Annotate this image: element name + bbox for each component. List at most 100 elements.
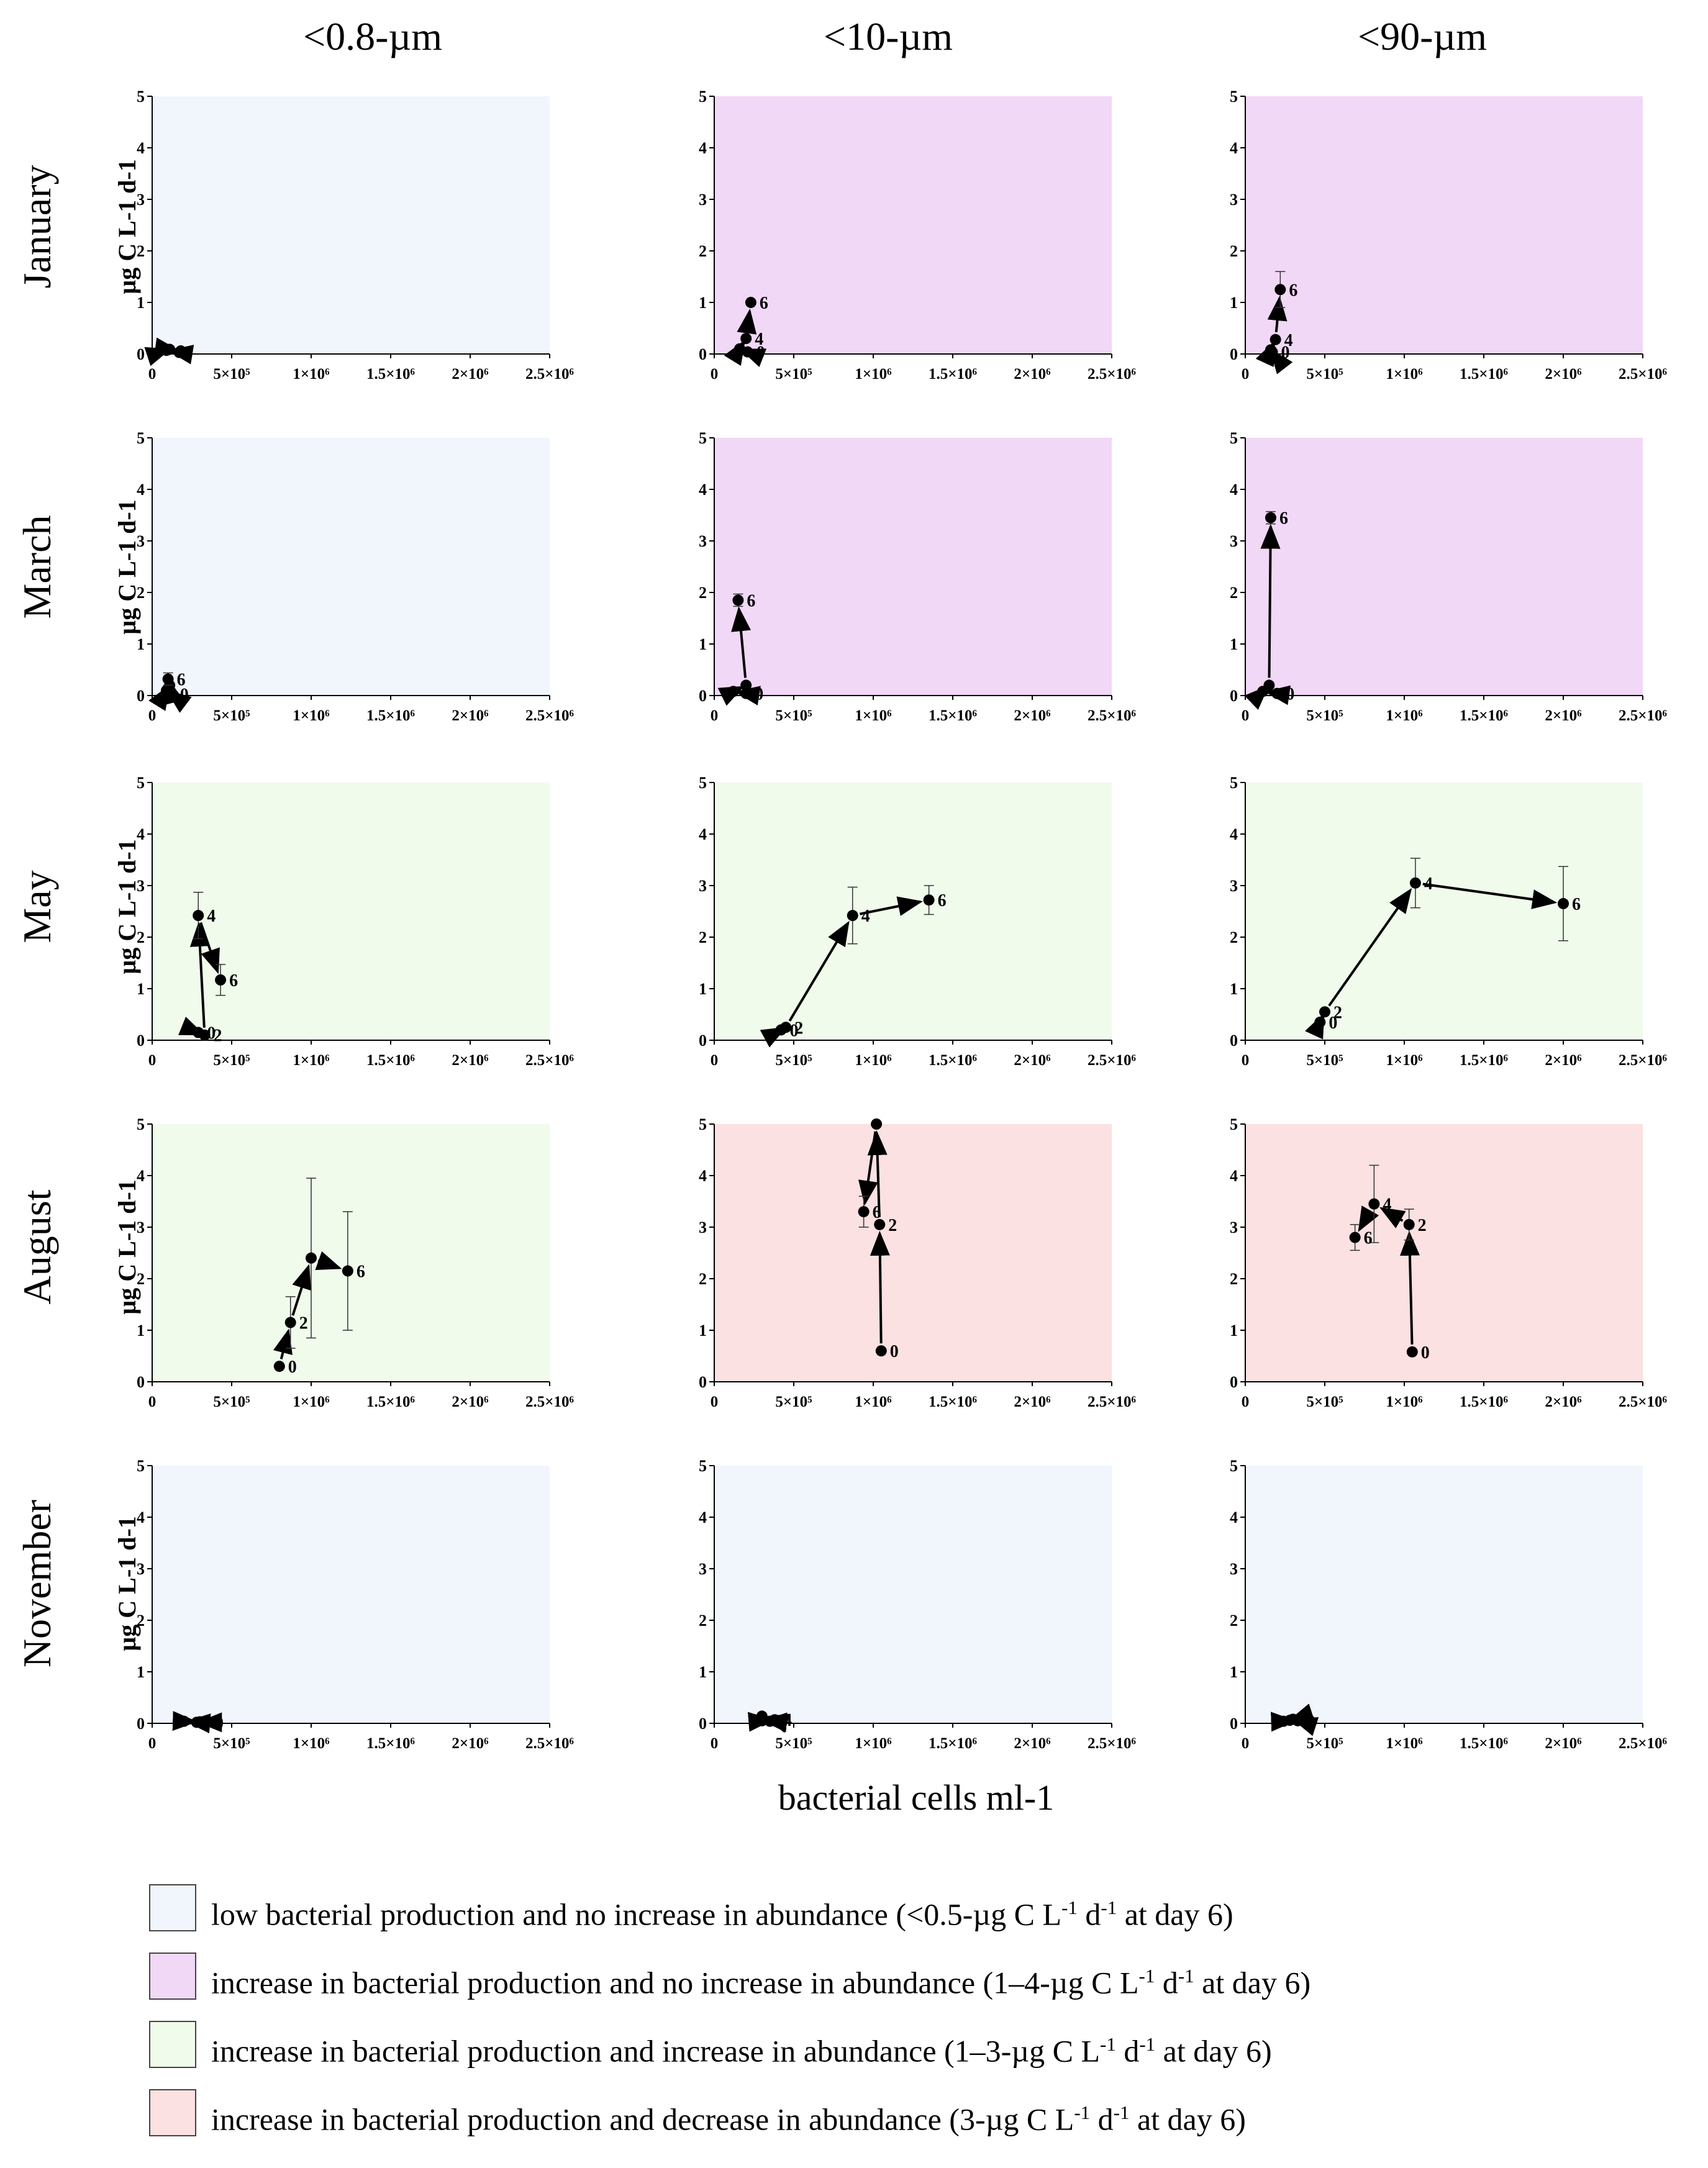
data-point-day-6	[923, 894, 935, 906]
y-tick-label: 3	[137, 1560, 145, 1578]
data-point-day-0	[1314, 1016, 1326, 1028]
y-tick-label: 5	[699, 774, 707, 792]
y-tick-label: 4	[1230, 139, 1238, 157]
day-label: 2	[794, 1018, 803, 1038]
y-tick-label: 4	[137, 481, 145, 499]
x-tick-label: 1.5×10⁶	[366, 1735, 415, 1752]
day-label: 4	[755, 330, 763, 349]
x-tick-label: 2.5×10⁶	[1088, 1052, 1136, 1069]
y-tick-label: 5	[699, 1457, 707, 1475]
x-tick-label: 1×10⁶	[855, 1394, 892, 1410]
y-tick-label: 2	[1230, 242, 1238, 260]
x-tick-label: 1×10⁶	[1386, 1735, 1423, 1752]
y-tick-label: 5	[699, 88, 707, 106]
x-tick-label: 2×10⁶	[452, 1052, 489, 1069]
x-tick-label: 0	[1242, 366, 1250, 383]
x-tick-label: 0	[148, 366, 157, 383]
x-tick-label: 2.5×10⁶	[1088, 707, 1136, 724]
x-tick-label: 2.5×10⁶	[525, 1394, 574, 1410]
day-label: 0	[756, 343, 765, 363]
day-label: 0	[288, 1358, 297, 1377]
y-tick-label: 1	[137, 1663, 145, 1681]
y-tick-label: 2	[137, 1612, 145, 1630]
data-point-day-4	[769, 1714, 781, 1726]
x-tick-label: 0	[711, 1394, 719, 1410]
legend-text-part: d	[1077, 1897, 1101, 1932]
data-point-day-2	[1265, 344, 1276, 356]
y-tick-label: 4	[137, 1167, 145, 1185]
panel-november-1: 0 1 2 3 4 5 0 5×10⁵ 1×10⁶ 1.5×10⁶ 2×10⁶ 2.5×10⁶ 4	[699, 1457, 1136, 1752]
legend-swatch-green	[149, 2021, 196, 2068]
x-tick-label: 1×10⁶	[855, 1735, 892, 1752]
y-tick-label: 5	[137, 774, 145, 792]
x-axis-label-text: bacterial cells ml-1	[778, 1777, 1055, 1818]
y-tick-label: 0	[1230, 1032, 1238, 1050]
y-tick-label: 4	[699, 1508, 707, 1526]
data-point-day-6	[1265, 512, 1276, 524]
data-point-day-6	[194, 1716, 206, 1728]
trajectory-arrow	[867, 1130, 888, 1217]
panel-background	[1245, 782, 1643, 1040]
x-tick-label: 5×10⁵	[1306, 366, 1343, 383]
x-tick-label: 2.5×10⁶	[1088, 1394, 1136, 1410]
y-tick-label: 4	[699, 1167, 707, 1185]
y-tick-label: 3	[137, 532, 145, 550]
x-tick-label: 1.5×10⁶	[366, 707, 415, 724]
y-tick-label: 3	[699, 877, 707, 895]
x-tick-label: 1×10⁶	[855, 1052, 892, 1069]
panel-january-0: 0 1 2 3 4 5 0 5×10⁵ 1×10⁶ 1.5×10⁶ 2×10⁶ 2.5×10⁶	[137, 88, 574, 383]
data-point-day-0	[875, 1345, 887, 1357]
trajectory-arrow	[737, 308, 757, 335]
data-point-day-6	[745, 297, 756, 308]
data-point-day-6	[1349, 1231, 1361, 1243]
y-tick-label: 3	[1230, 191, 1238, 209]
data-point-day-6	[1274, 284, 1286, 296]
y-tick-label: 4	[137, 139, 145, 157]
data-point-day-2	[1319, 1006, 1330, 1018]
y-tick-label: 5	[137, 88, 145, 106]
data-point-day-0	[740, 687, 752, 699]
panel-background	[714, 1466, 1112, 1723]
y-tick-label: 5	[699, 429, 707, 447]
y-tick-label: 1	[137, 1322, 145, 1340]
day-label: 4	[783, 1711, 792, 1730]
x-tick-label: 1×10⁶	[1386, 1394, 1423, 1410]
day-label: 2	[1306, 1712, 1315, 1731]
y-tick-label: 0	[699, 345, 707, 363]
x-tick-label: 2.5×10⁶	[525, 366, 574, 383]
trajectory-arrow	[189, 922, 210, 1028]
y-tick-label: 5	[137, 429, 145, 447]
x-tick-label: 5×10⁵	[213, 366, 250, 383]
x-tick-label: 2×10⁶	[1014, 707, 1051, 724]
y-tick-label: 3	[1230, 532, 1238, 550]
data-point-day-6	[1558, 898, 1569, 910]
x-axis-label: bacterial cells ml-1	[543, 1773, 1289, 1823]
y-tick-label: 0	[1230, 1373, 1238, 1391]
x-tick-label: 2.5×10⁶	[1088, 366, 1136, 383]
x-tick-label: 1×10⁶	[293, 366, 330, 383]
trajectory-arrow	[1328, 888, 1412, 1007]
y-tick-label: 5	[699, 1115, 707, 1133]
trajectory-arrow	[1399, 1230, 1420, 1345]
y-tick-label: 4	[1230, 481, 1238, 499]
data-point-day-4	[178, 1715, 190, 1727]
data-point-day-0	[273, 1361, 285, 1372]
x-tick-label: 1.5×10⁶	[929, 366, 977, 383]
y-tick-label: 0	[137, 687, 145, 705]
y-tick-label: 4	[699, 825, 707, 843]
x-tick-label: 2×10⁶	[1545, 1394, 1582, 1410]
x-tick-label: 1.5×10⁶	[1460, 707, 1508, 724]
data-point-day-2	[1403, 1218, 1415, 1230]
panel-background	[1245, 96, 1643, 354]
column-heading-0.8um: <0.8-µm	[302, 14, 443, 58]
y-tick-label: 0	[699, 1715, 707, 1733]
y-tick-label: 0	[1230, 687, 1238, 705]
y-tick-label: 1	[137, 980, 145, 998]
x-tick-label: 2×10⁶	[1545, 707, 1582, 724]
trajectory-arrow	[1267, 296, 1288, 333]
x-tick-label: 0	[711, 1052, 719, 1069]
day-label: 0	[790, 1021, 799, 1040]
